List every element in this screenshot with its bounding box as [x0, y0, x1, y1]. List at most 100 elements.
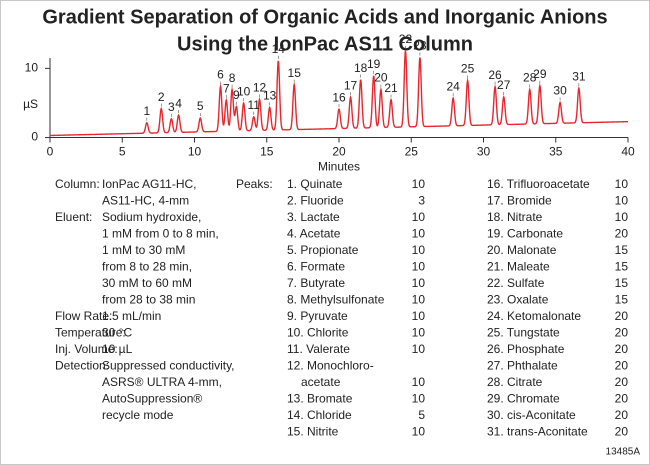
condition-value: 1 mM from 0 to 8 min,	[102, 227, 219, 241]
condition-value: AutoSuppression®	[102, 392, 202, 406]
condition-label: Inj. Volume:	[55, 342, 118, 356]
peak-name: 18. Nitrate	[487, 210, 543, 224]
peak-name: 21. Maleate	[487, 260, 550, 274]
title: Using the IonPac AS11 Column	[177, 33, 473, 55]
peak-name: 4. Acetate	[287, 227, 341, 241]
peak-label: 19	[367, 57, 381, 71]
peak-label: 30	[553, 84, 567, 98]
peak-concentration: 10	[412, 342, 426, 356]
peak-name: 3. Lactate	[287, 210, 340, 224]
peak-name: 17. Bromide	[487, 194, 552, 208]
peak-concentration: 10	[412, 243, 426, 257]
x-tick-label: 5	[119, 145, 126, 159]
peak-label: 10	[237, 84, 251, 98]
peak-label: 24	[446, 79, 460, 93]
peak-label: 25	[461, 62, 475, 76]
x-tick-label: 10	[188, 145, 202, 159]
peak-name: 9. Pyruvate	[287, 309, 348, 323]
peak-concentration: 20	[615, 227, 629, 241]
peak-label: 22	[399, 32, 413, 46]
peak-label: 23	[413, 39, 427, 53]
condition-label: Column:	[55, 177, 100, 191]
peak-label: 9	[233, 88, 240, 102]
condition-value: 1 mM to 30 mM	[102, 243, 185, 257]
peak-concentration: 15	[615, 243, 629, 257]
peak-label: 11	[248, 98, 261, 112]
peak-name: 15. Nitrite	[287, 425, 339, 439]
peak-name: 28. Citrate	[487, 375, 543, 389]
peak-concentration: 10	[412, 293, 426, 307]
peak-concentration: 20	[615, 309, 629, 323]
peak-label: 2	[158, 90, 165, 104]
condition-value: ASRS® ULTRA 4-mm,	[102, 375, 222, 389]
peak-concentration: 15	[615, 276, 629, 290]
peak-concentration: 20	[615, 342, 629, 356]
peak-concentration: 5	[418, 408, 425, 422]
peak-concentration: 10	[412, 309, 426, 323]
peak-label: 31	[572, 69, 586, 83]
peak-concentration: 15	[615, 260, 629, 274]
x-tick-label: 0	[47, 145, 54, 159]
peak-name: 30. cis-Aconitate	[487, 408, 576, 422]
peak-label: 7	[223, 81, 230, 95]
peak-name: 20. Malonate	[487, 243, 557, 257]
x-tick-label: 40	[621, 145, 635, 159]
peak-label: 1	[143, 104, 150, 118]
condition-value: Suppressed conductivity,	[102, 359, 235, 373]
peak-label: 15	[288, 66, 302, 80]
x-tick-label: 35	[549, 145, 563, 159]
peak-name: 25. Tungstate	[487, 326, 560, 340]
condition-value: AS11-HC, 4-mm	[102, 194, 189, 208]
peak-concentration: 10	[412, 177, 426, 191]
peak-label: 17	[344, 78, 358, 92]
condition-label: Flow Rate:	[55, 309, 112, 323]
condition-label: Eluent:	[55, 210, 92, 224]
peak-label: 21	[384, 81, 398, 95]
x-tick-label: 15	[260, 145, 274, 159]
peak-concentration: 10	[412, 392, 426, 406]
peak-label: 6	[217, 68, 224, 82]
peak-concentration: 10	[412, 425, 426, 439]
peak-label: 28	[523, 71, 537, 85]
peak-name: 31. trans-Aconitate	[487, 425, 588, 439]
peak-label: 3	[168, 100, 175, 114]
peak-name: 24. Ketomalonate	[487, 309, 581, 323]
y-axis-label: µS	[23, 97, 38, 111]
peak-label: 26	[488, 68, 502, 82]
condition-value: 10 µL	[102, 342, 133, 356]
peak-concentration: 15	[615, 293, 629, 307]
peak-name: 12. Monochloro-	[287, 359, 374, 373]
peak-name: 19. Carbonate	[487, 227, 563, 241]
peak-label: 18	[354, 61, 368, 75]
peak-name: 8. Methylsulfonate	[287, 293, 385, 307]
condition-value: 30 °C	[102, 326, 132, 340]
peak-concentration: 10	[412, 276, 426, 290]
peak-label: 13	[263, 89, 277, 103]
peak-name: 10. Chlorite	[287, 326, 349, 340]
peak-label: 29	[533, 67, 547, 81]
peak-concentration: 3	[418, 194, 425, 208]
peak-concentration: 10	[412, 260, 426, 274]
peak-concentration: 10	[615, 210, 629, 224]
peak-name: 27. Phthalate	[487, 359, 558, 373]
y-tick-label: 0	[31, 130, 38, 144]
peak-concentration: 10	[615, 177, 629, 191]
peak-concentration: 20	[615, 375, 629, 389]
peak-name: 23. Oxalate	[487, 293, 549, 307]
peak-concentration: 20	[615, 392, 629, 406]
peak-name: 5. Propionate	[287, 243, 359, 257]
peak-name: 13. Bromate	[287, 392, 353, 406]
peak-name: 26. Phosphate	[487, 342, 565, 356]
peak-concentration: 20	[615, 408, 629, 422]
condition-value: 30 mM to 60 mM	[102, 276, 192, 290]
peak-name: 1. Quinate	[287, 177, 343, 191]
peak-concentration: 10	[412, 227, 426, 241]
peak-name: 16. Trifluoroacetate	[487, 177, 590, 191]
peak-name: acetate	[301, 375, 341, 389]
peak-name: 14. Chloride	[287, 408, 352, 422]
peak-name: 29. Chromate	[487, 392, 560, 406]
y-tick-label: 10	[25, 61, 39, 75]
peaks-heading: Peaks:	[236, 177, 273, 191]
